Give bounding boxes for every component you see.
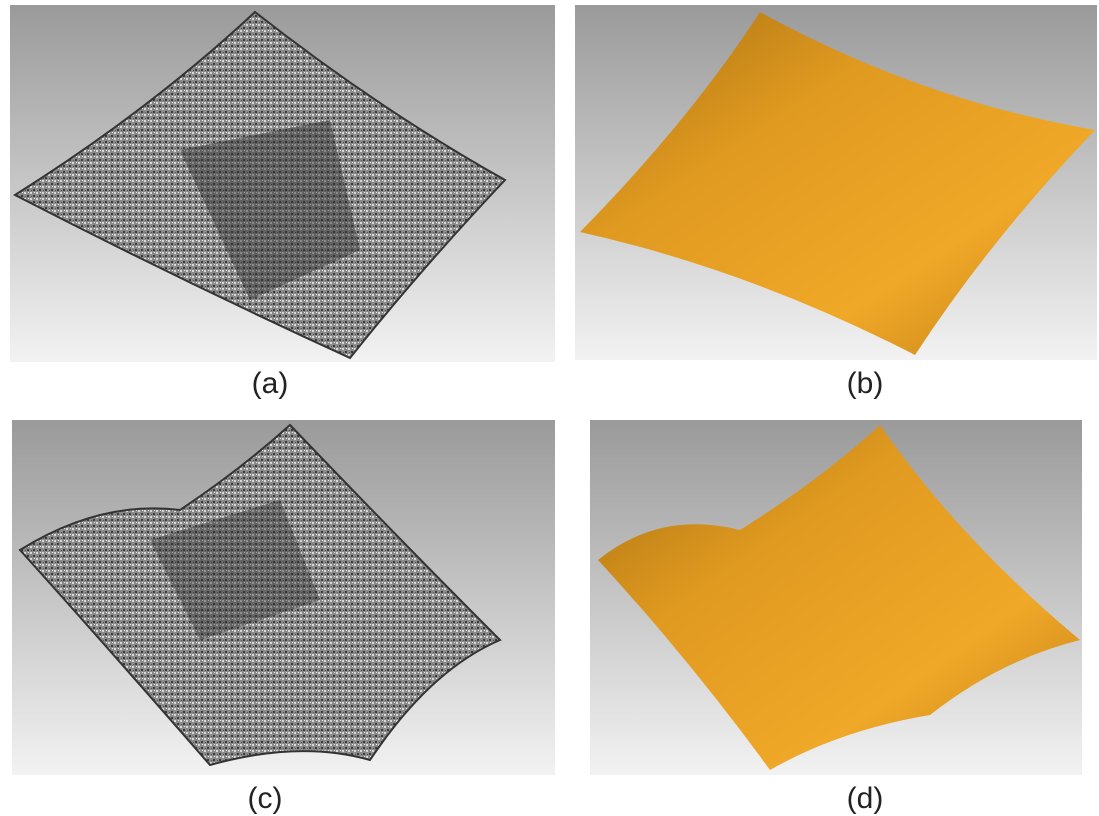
panel-label: (b) xyxy=(847,367,884,400)
panel-c: (c) xyxy=(12,420,555,815)
panel-a: (a) xyxy=(10,5,555,400)
panel-label: (a) xyxy=(252,367,289,400)
panel-d: (d) xyxy=(590,420,1082,815)
figure: (a) (b) (c) (d) xyxy=(0,0,1099,816)
panel-b: (b) xyxy=(575,5,1097,400)
panel-label: (c) xyxy=(248,782,283,815)
panel-label: (d) xyxy=(847,782,884,815)
